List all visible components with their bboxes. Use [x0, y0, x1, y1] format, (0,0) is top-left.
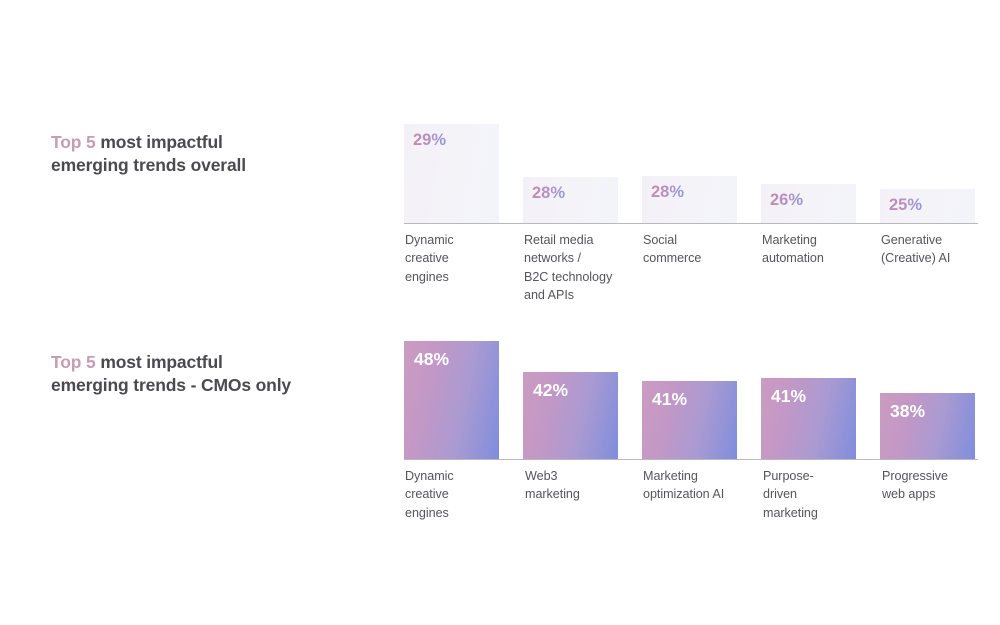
chart2-category-label-0: Dynamic creative engines: [405, 469, 454, 520]
chart2-category-label-1: Web3 marketing: [525, 469, 580, 502]
chart1-category-label-3: Marketing automation: [762, 233, 824, 266]
chart1-bar-1: 28%: [523, 177, 618, 223]
chart2-category-label-4: Progressive web apps: [882, 469, 948, 502]
chart1-category-label-1: Retail media networks / B2C technology a…: [524, 233, 613, 302]
chart1-bar-value-2: 28%: [651, 183, 685, 201]
chart2-bar-value-1: 42%: [533, 380, 569, 400]
title-line2-overall: emerging trends overall: [51, 155, 246, 176]
title-rest-overall: most impactful: [95, 132, 223, 152]
chart1-bar-2: 28%: [642, 176, 737, 223]
chart1-bar-value-1: 28%: [532, 184, 566, 202]
chart2-bar-value-4: 38%: [890, 401, 926, 421]
chart1-bar-4: 25%: [880, 189, 975, 223]
chart2-bar-2: 41%: [642, 381, 737, 459]
chart2-axis-baseline: [404, 459, 978, 460]
chart2-category-label-2: Marketing optimization AI: [643, 469, 725, 502]
chart1-bar-3: 26%: [761, 184, 856, 223]
page-title-overall: Top 5 most impactful emerging trends ove…: [51, 131, 246, 177]
chart2-bar-value-0: 48%: [414, 349, 450, 369]
chart2-bar-value-3: 41%: [771, 386, 807, 406]
chart2-bar-4: 38%: [880, 393, 975, 459]
chart1-bar-value-3: 26%: [770, 191, 804, 209]
chart1-bar-value-4: 25%: [889, 196, 923, 214]
title-accent-overall: Top 5: [51, 132, 96, 152]
chart1-category-label-0: Dynamic creative engines: [405, 233, 454, 284]
chart1-category-label-4: Generative (Creative) AI: [881, 233, 951, 266]
title-line2-cmos: emerging trends - CMOs only: [51, 375, 292, 396]
title-accent-cmos: Top 5: [51, 352, 96, 372]
page-title-cmos: Top 5 most impactful emerging trends - C…: [51, 351, 291, 397]
chart1-axis-baseline: [404, 223, 978, 224]
chart2-bar-3: 41%: [761, 378, 856, 459]
chart2-category-label-3: Purpose- driven marketing: [763, 469, 818, 520]
chart2-bar-1: 42%: [523, 372, 618, 459]
title-rest-cmos: most impactful: [95, 352, 223, 372]
chart1-bar-0: 29%: [404, 124, 499, 223]
chart1-bar-value-0: 29%: [413, 131, 447, 149]
chart2-bar-value-2: 41%: [652, 389, 688, 409]
chart2-bar-0: 48%: [404, 341, 499, 459]
chart1-category-label-2: Social commerce: [643, 233, 702, 266]
